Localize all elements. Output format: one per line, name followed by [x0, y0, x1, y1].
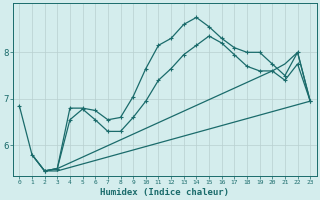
X-axis label: Humidex (Indice chaleur): Humidex (Indice chaleur) [100, 188, 229, 197]
